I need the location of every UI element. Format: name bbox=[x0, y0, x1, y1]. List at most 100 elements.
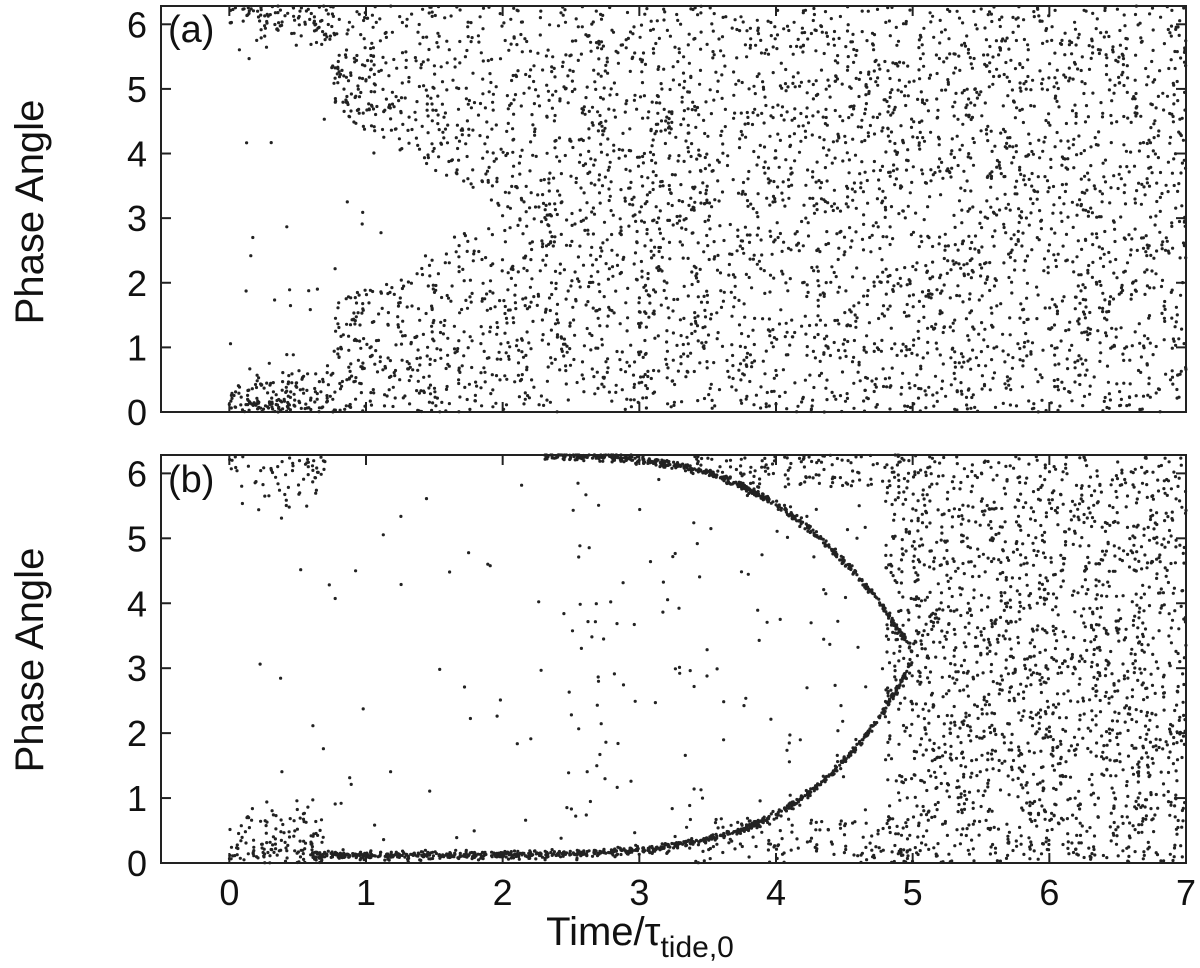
scatter-point-a bbox=[1117, 55, 1121, 59]
scatter-point-a bbox=[659, 180, 663, 184]
scatter-point-a bbox=[942, 256, 946, 261]
scatter-point-a bbox=[1124, 46, 1128, 51]
scatter-point-a bbox=[816, 298, 820, 302]
scatter-point-a bbox=[855, 266, 859, 270]
scatter-point-a bbox=[1081, 310, 1086, 314]
scatter-point-a bbox=[652, 312, 656, 316]
scatter-point-a bbox=[262, 386, 266, 390]
scatter-point-a bbox=[547, 224, 551, 228]
scatter-point-a bbox=[607, 198, 611, 203]
scatter-point-a bbox=[333, 390, 337, 394]
scatter-point-a bbox=[752, 149, 756, 154]
scatter-point-b bbox=[252, 849, 256, 853]
scatter-point-a bbox=[760, 253, 764, 257]
scatter-point-a bbox=[1165, 239, 1169, 243]
scatter-point-a bbox=[786, 289, 790, 293]
scatter-point-a bbox=[799, 80, 804, 84]
scatter-point-a bbox=[1077, 273, 1081, 277]
scatter-point-a bbox=[371, 25, 375, 29]
scatter-point-b bbox=[458, 851, 462, 855]
scatter-point-a bbox=[343, 53, 348, 57]
scatter-point-a bbox=[371, 46, 375, 50]
scatter-point-a bbox=[488, 72, 492, 76]
scatter-point-a bbox=[956, 163, 960, 168]
scatter-point-a bbox=[1009, 58, 1013, 62]
scatter-point-a bbox=[837, 136, 841, 140]
scatter-point-a bbox=[863, 170, 867, 174]
scatter-point-a bbox=[746, 115, 750, 119]
scatter-point-a bbox=[1099, 31, 1103, 35]
scatter-point-a bbox=[571, 69, 575, 73]
scatter-point-a bbox=[766, 166, 771, 170]
scatter-point-a bbox=[368, 399, 372, 403]
scatter-point-a bbox=[631, 203, 635, 207]
scatter-point-a bbox=[1098, 359, 1102, 363]
scatter-point-a bbox=[884, 20, 888, 24]
scatter-point-a bbox=[756, 26, 760, 30]
scatter-point-a bbox=[706, 244, 710, 248]
scatter-point-a bbox=[672, 403, 676, 407]
scatter-point-a bbox=[713, 198, 717, 202]
scatter-point-a bbox=[468, 407, 472, 411]
scatter-point-a bbox=[907, 278, 911, 282]
scatter-point-a bbox=[866, 288, 870, 293]
scatter-point-a bbox=[1170, 316, 1174, 320]
scatter-point-a bbox=[487, 356, 491, 360]
scatter-point-b bbox=[310, 464, 315, 468]
scatter-point-a bbox=[1117, 172, 1121, 176]
scatter-point-a bbox=[922, 315, 926, 319]
scatter-point-a bbox=[603, 126, 607, 130]
scatter-point-a bbox=[562, 268, 567, 272]
scatter-point-a bbox=[969, 309, 974, 313]
scatter-point-a bbox=[738, 244, 742, 248]
scatter-point-a bbox=[1084, 305, 1088, 309]
scatter-point-a bbox=[727, 375, 731, 379]
scatter-point-a bbox=[1015, 106, 1019, 110]
scatter-point-a bbox=[785, 110, 789, 114]
scatter-point-a bbox=[886, 126, 890, 130]
scatter-point-a bbox=[1125, 261, 1130, 265]
scatter-point-a bbox=[780, 269, 784, 273]
scatter-point-a bbox=[897, 212, 901, 216]
scatter-point-a bbox=[447, 261, 451, 265]
scatter-point-a bbox=[639, 321, 643, 325]
scatter-point-a bbox=[791, 81, 795, 85]
scatter-point-a bbox=[763, 171, 767, 175]
scatter-point-a bbox=[1067, 390, 1071, 394]
scatter-point-a bbox=[638, 35, 642, 39]
scatter-point-a bbox=[917, 245, 921, 249]
scatter-point-a bbox=[416, 307, 421, 311]
scatter-point-a bbox=[855, 316, 859, 320]
scatter-point-a bbox=[292, 14, 296, 18]
scatter-point-a bbox=[1027, 132, 1031, 136]
scatter-point-a bbox=[1027, 399, 1031, 403]
scatter-point-a bbox=[468, 295, 472, 299]
scatter-point-a bbox=[677, 219, 682, 223]
scatter-point-a bbox=[440, 80, 445, 84]
scatter-point-a bbox=[984, 364, 988, 368]
scatter-point-a bbox=[641, 375, 646, 379]
scatter-point-a bbox=[357, 293, 361, 297]
scatter-point-a bbox=[904, 345, 908, 349]
scatter-point-a bbox=[641, 161, 646, 165]
scatter-point-a bbox=[824, 107, 828, 111]
scatter-point-a bbox=[450, 158, 454, 162]
scatter-point-a bbox=[378, 17, 382, 21]
scatter-point-b bbox=[240, 501, 244, 506]
scatter-point-b bbox=[279, 830, 283, 834]
scatter-point-a bbox=[845, 396, 850, 400]
scatter-point-a bbox=[1084, 104, 1089, 108]
scatter-point-a bbox=[865, 294, 870, 298]
scatter-point-a bbox=[1020, 107, 1024, 111]
scatter-point-a bbox=[607, 187, 611, 191]
scatter-point-a bbox=[864, 350, 868, 354]
scatter-point-a bbox=[763, 95, 767, 99]
scatter-point-a bbox=[347, 377, 351, 381]
scatter-point-a bbox=[467, 133, 471, 137]
scatter-point-a bbox=[434, 404, 438, 408]
scatter-point-b bbox=[306, 457, 310, 461]
scatter-point-a bbox=[1150, 269, 1154, 273]
scatter-point-a bbox=[932, 35, 936, 39]
scatter-point-a bbox=[1089, 56, 1093, 61]
scatter-point-a bbox=[247, 57, 251, 61]
